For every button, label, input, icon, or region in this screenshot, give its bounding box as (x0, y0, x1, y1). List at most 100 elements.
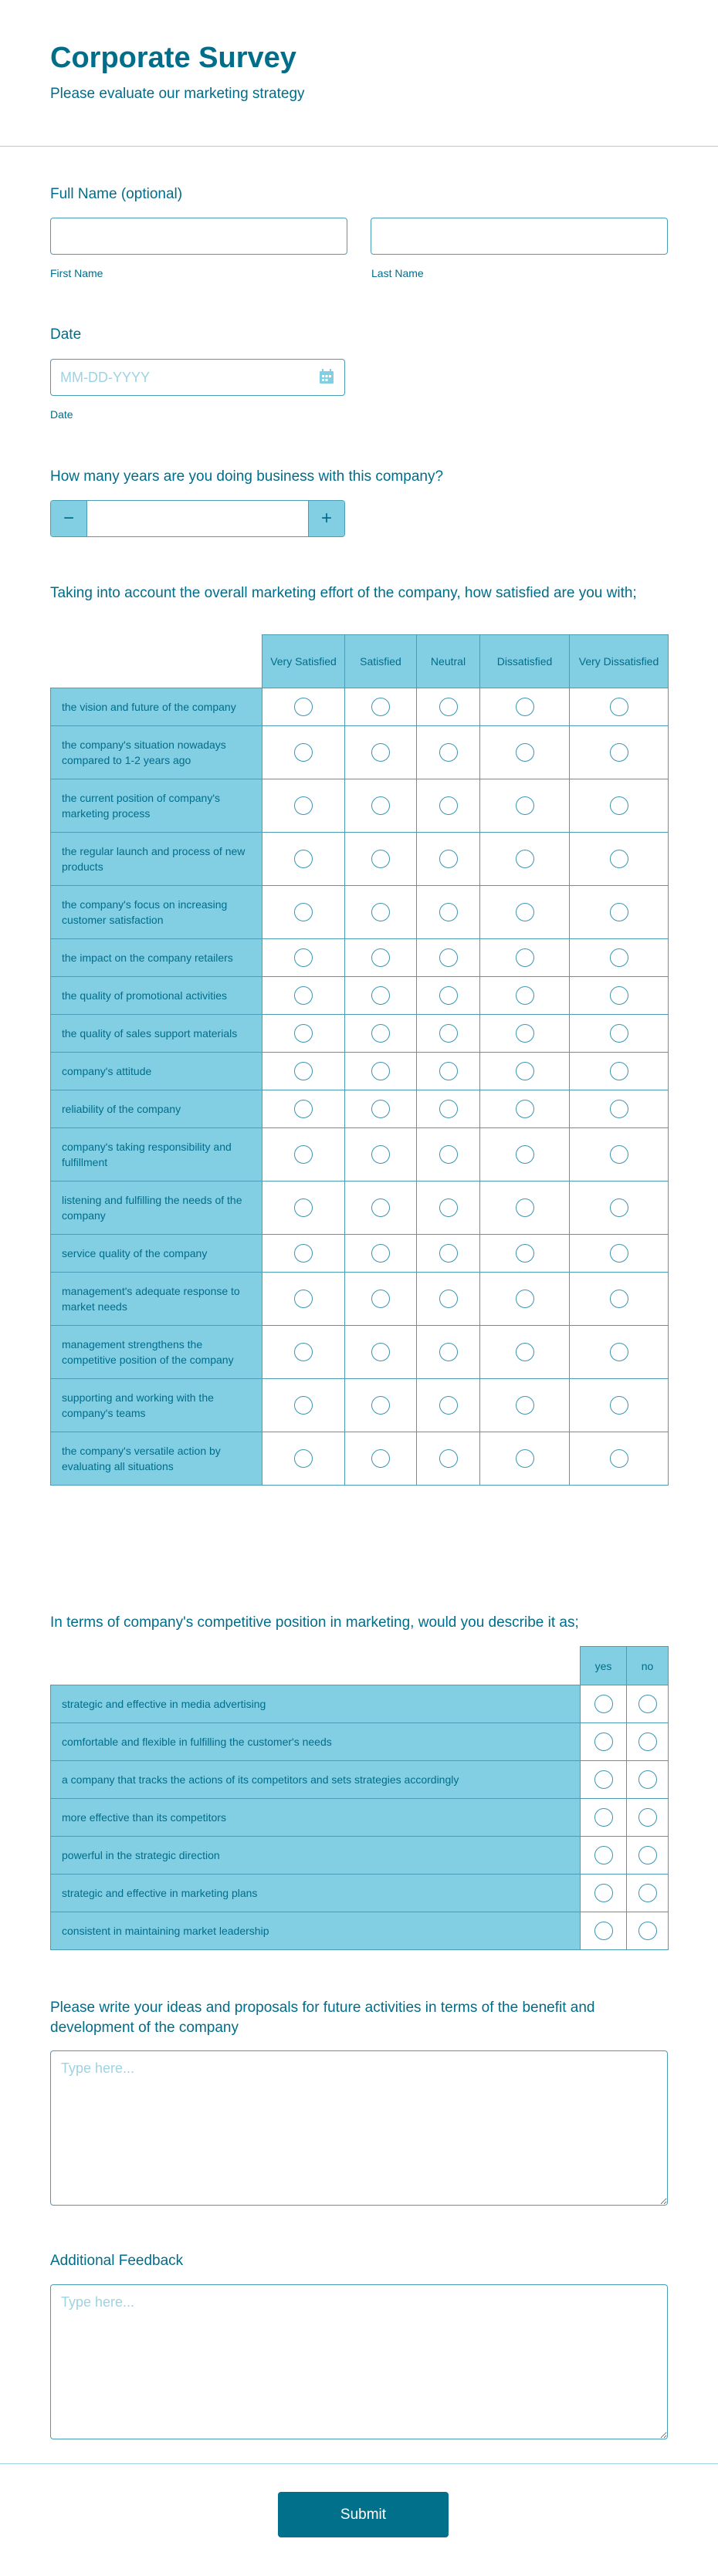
radio-button[interactable] (609, 850, 628, 868)
radio-button[interactable] (638, 1733, 657, 1751)
radio-button[interactable] (294, 743, 313, 762)
radio-button[interactable] (609, 796, 628, 815)
radio-button[interactable] (609, 743, 628, 762)
radio-button[interactable] (609, 1244, 628, 1263)
radio-button[interactable] (515, 1062, 534, 1080)
radio-button[interactable] (515, 1100, 534, 1118)
radio-button[interactable] (294, 1062, 313, 1080)
radio-button[interactable] (294, 1396, 313, 1415)
last-name-input[interactable] (371, 218, 668, 255)
radio-button[interactable] (638, 1770, 657, 1789)
calendar-icon[interactable] (319, 369, 334, 384)
date-input[interactable] (50, 359, 345, 396)
radio-button[interactable] (638, 1695, 657, 1713)
radio-button[interactable] (515, 1343, 534, 1361)
radio-button[interactable] (294, 1449, 313, 1468)
radio-button[interactable] (594, 1922, 613, 1940)
radio-button[interactable] (439, 1396, 458, 1415)
radio-button[interactable] (439, 850, 458, 868)
radio-button[interactable] (609, 1449, 628, 1468)
radio-button[interactable] (594, 1770, 613, 1789)
radio-button[interactable] (439, 903, 458, 921)
radio-button[interactable] (439, 1198, 458, 1217)
radio-button[interactable] (439, 1244, 458, 1263)
radio-button[interactable] (294, 796, 313, 815)
radio-button[interactable] (609, 698, 628, 716)
radio-button[interactable] (439, 986, 458, 1005)
decrement-button[interactable]: − (51, 501, 86, 536)
radio-button[interactable] (371, 1100, 390, 1118)
radio-button[interactable] (294, 1244, 313, 1263)
radio-button[interactable] (294, 1290, 313, 1308)
radio-button[interactable] (515, 903, 534, 921)
radio-button[interactable] (371, 1024, 390, 1043)
radio-button[interactable] (609, 1062, 628, 1080)
radio-button[interactable] (609, 1198, 628, 1217)
radio-button[interactable] (371, 1145, 390, 1164)
radio-button[interactable] (294, 698, 313, 716)
radio-button[interactable] (638, 1808, 657, 1827)
radio-button[interactable] (294, 850, 313, 868)
radio-button[interactable] (439, 1343, 458, 1361)
radio-button[interactable] (371, 1343, 390, 1361)
increment-button[interactable]: + (309, 501, 344, 536)
radio-button[interactable] (515, 948, 534, 967)
radio-button[interactable] (371, 986, 390, 1005)
radio-button[interactable] (371, 1290, 390, 1308)
radio-button[interactable] (371, 948, 390, 967)
radio-button[interactable] (439, 948, 458, 967)
radio-button[interactable] (439, 1449, 458, 1468)
radio-button[interactable] (294, 903, 313, 921)
radio-button[interactable] (371, 1062, 390, 1080)
radio-button[interactable] (594, 1733, 613, 1751)
radio-button[interactable] (439, 1145, 458, 1164)
radio-button[interactable] (371, 1198, 390, 1217)
radio-button[interactable] (371, 796, 390, 815)
radio-button[interactable] (294, 1343, 313, 1361)
radio-button[interactable] (371, 698, 390, 716)
radio-button[interactable] (515, 698, 534, 716)
radio-button[interactable] (594, 1695, 613, 1713)
radio-button[interactable] (515, 1449, 534, 1468)
radio-button[interactable] (439, 1024, 458, 1043)
radio-button[interactable] (439, 1100, 458, 1118)
radio-button[interactable] (515, 1198, 534, 1217)
radio-button[interactable] (515, 796, 534, 815)
radio-button[interactable] (515, 1290, 534, 1308)
radio-button[interactable] (515, 1024, 534, 1043)
radio-button[interactable] (609, 903, 628, 921)
radio-button[interactable] (371, 903, 390, 921)
years-input[interactable] (86, 501, 309, 536)
radio-button[interactable] (439, 743, 458, 762)
first-name-input[interactable] (50, 218, 347, 255)
radio-button[interactable] (594, 1846, 613, 1864)
radio-button[interactable] (515, 986, 534, 1005)
radio-button[interactable] (609, 1100, 628, 1118)
radio-button[interactable] (609, 1145, 628, 1164)
radio-button[interactable] (638, 1846, 657, 1864)
radio-button[interactable] (609, 1343, 628, 1361)
radio-button[interactable] (594, 1884, 613, 1902)
feedback-textarea[interactable] (50, 2284, 668, 2439)
radio-button[interactable] (439, 1062, 458, 1080)
radio-button[interactable] (609, 986, 628, 1005)
radio-button[interactable] (609, 948, 628, 967)
submit-button[interactable]: Submit (278, 2492, 449, 2537)
radio-button[interactable] (371, 743, 390, 762)
radio-button[interactable] (294, 1024, 313, 1043)
radio-button[interactable] (371, 1449, 390, 1468)
radio-button[interactable] (371, 1396, 390, 1415)
radio-button[interactable] (371, 850, 390, 868)
radio-button[interactable] (439, 1290, 458, 1308)
radio-button[interactable] (609, 1396, 628, 1415)
radio-button[interactable] (294, 1198, 313, 1217)
radio-button[interactable] (638, 1922, 657, 1940)
radio-button[interactable] (439, 796, 458, 815)
radio-button[interactable] (294, 1145, 313, 1164)
radio-button[interactable] (594, 1808, 613, 1827)
radio-button[interactable] (294, 1100, 313, 1118)
radio-button[interactable] (515, 743, 534, 762)
radio-button[interactable] (638, 1884, 657, 1902)
radio-button[interactable] (294, 986, 313, 1005)
radio-button[interactable] (515, 850, 534, 868)
